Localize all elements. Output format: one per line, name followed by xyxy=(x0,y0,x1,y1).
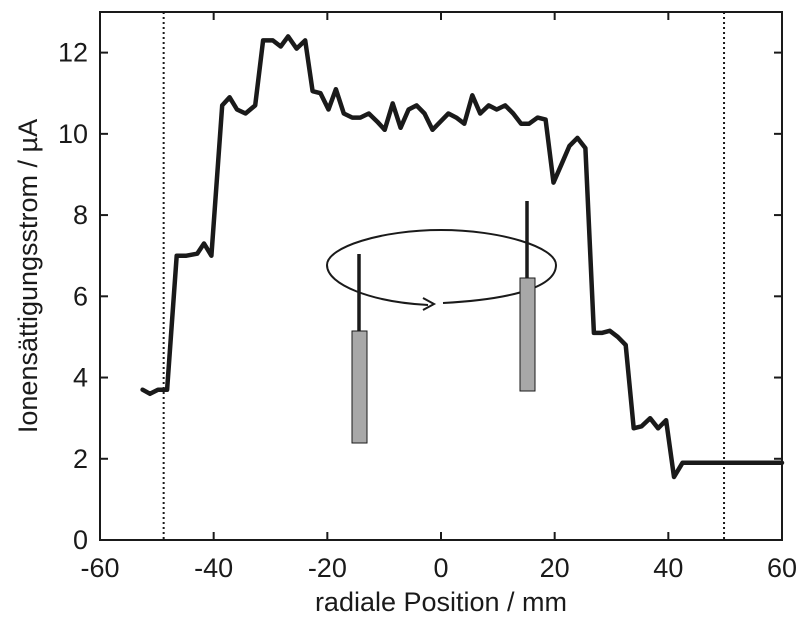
x-tick-label: 0 xyxy=(433,553,448,583)
reference-lines xyxy=(162,12,726,540)
x-tick-label: 20 xyxy=(540,553,570,583)
x-tick-label: -40 xyxy=(194,553,233,583)
y-axis-label: Ionensättigungsstrom / µA xyxy=(13,119,43,433)
y-tick-label: 4 xyxy=(73,363,88,393)
y-tick-label: 2 xyxy=(73,444,88,474)
x-tick-labels: -60 -40 -20 0 20 40 60 xyxy=(80,553,797,583)
x-tick-label: 40 xyxy=(653,553,683,583)
series-line xyxy=(140,34,785,480)
x-axis-label: radiale Position / mm xyxy=(315,587,567,617)
probe-rotation-illustration xyxy=(325,201,558,444)
probe-left-body xyxy=(351,330,368,444)
x-tick-label: -20 xyxy=(308,553,347,583)
probe-right-body xyxy=(519,277,536,392)
plot-frame xyxy=(99,11,783,541)
y-tick-labels: 0 2 4 6 8 10 12 xyxy=(58,38,88,555)
axis-ticks xyxy=(99,12,783,541)
x-tick-label: 60 xyxy=(767,553,797,583)
x-tick-label: -60 xyxy=(80,553,119,583)
y-tick-label: 8 xyxy=(73,200,88,230)
y-tick-label: 0 xyxy=(73,525,88,555)
y-tick-label: 6 xyxy=(73,281,88,311)
y-tick-label: 12 xyxy=(58,38,88,68)
rotation-arrow-icon xyxy=(422,297,437,311)
rotation-orbit xyxy=(325,228,558,306)
y-tick-label: 10 xyxy=(58,119,88,149)
